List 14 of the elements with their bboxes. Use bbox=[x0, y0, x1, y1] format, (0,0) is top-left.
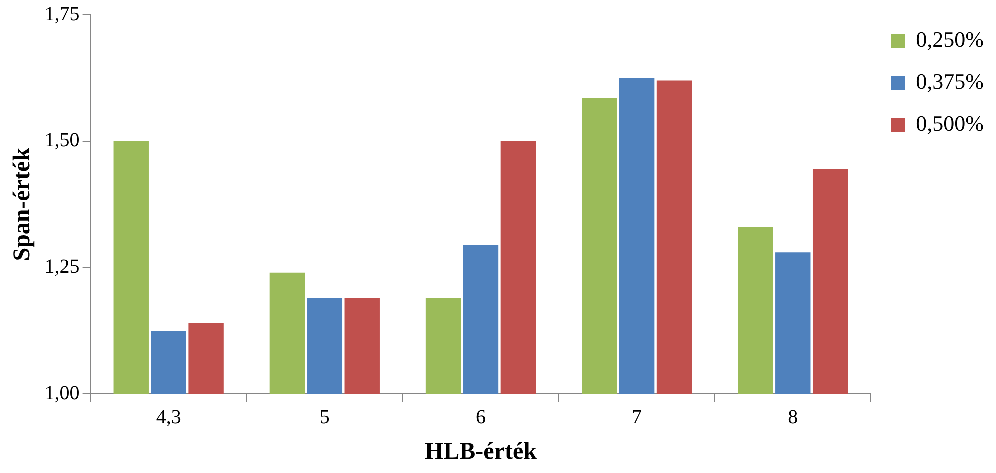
legend-label: 0,500% bbox=[916, 110, 984, 136]
x-tick-label: 5 bbox=[320, 406, 330, 428]
legend-label: 0,375% bbox=[916, 68, 984, 94]
y-tick-label: 1,75 bbox=[44, 3, 80, 26]
x-axis-title: HLB-érték bbox=[424, 438, 538, 465]
x-tick-label: 6 bbox=[476, 406, 486, 428]
y-tick-label: 1,25 bbox=[44, 256, 80, 278]
x-tick-label: 7 bbox=[632, 406, 642, 428]
legend-label: 0,250% bbox=[916, 26, 984, 52]
y-tick-label: 1,50 bbox=[44, 130, 80, 152]
x-tick-label: 4,3 bbox=[156, 406, 182, 428]
y-tick-label: 1,00 bbox=[44, 382, 80, 404]
x-tick-label: 8 bbox=[788, 406, 798, 428]
y-axis-title: Span-érték bbox=[10, 147, 36, 262]
